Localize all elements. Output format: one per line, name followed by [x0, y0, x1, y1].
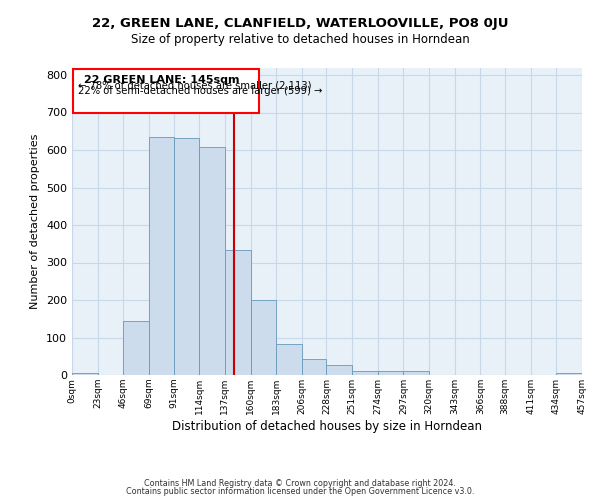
Text: ← 78% of detached houses are smaller (2,113): ← 78% of detached houses are smaller (2,… — [77, 80, 311, 90]
Bar — [199, 147, 225, 375]
Bar — [326, 365, 352, 375]
Text: Size of property relative to detached houses in Horndean: Size of property relative to detached ho… — [131, 32, 469, 46]
Bar — [378, 370, 403, 375]
Text: 22 GREEN LANE: 145sqm: 22 GREEN LANE: 145sqm — [83, 74, 239, 85]
Bar — [251, 300, 276, 375]
Bar — [225, 250, 251, 375]
Text: Contains HM Land Registry data © Crown copyright and database right 2024.: Contains HM Land Registry data © Crown c… — [144, 478, 456, 488]
Bar — [149, 137, 173, 375]
Y-axis label: Number of detached properties: Number of detached properties — [31, 134, 40, 309]
Bar — [72, 373, 98, 375]
Text: 22, GREEN LANE, CLANFIELD, WATERLOOVILLE, PO8 0JU: 22, GREEN LANE, CLANFIELD, WATERLOOVILLE… — [92, 18, 508, 30]
Bar — [556, 373, 582, 375]
FancyBboxPatch shape — [73, 70, 259, 112]
Bar — [173, 138, 199, 375]
Bar — [276, 344, 302, 375]
Bar — [124, 322, 149, 375]
X-axis label: Distribution of detached houses by size in Horndean: Distribution of detached houses by size … — [172, 420, 482, 432]
Text: Contains public sector information licensed under the Open Government Licence v3: Contains public sector information licen… — [126, 487, 474, 496]
Bar — [302, 359, 326, 375]
Text: 22% of semi-detached houses are larger (599) →: 22% of semi-detached houses are larger (… — [77, 86, 322, 96]
Bar — [403, 371, 429, 375]
Bar — [352, 371, 378, 375]
